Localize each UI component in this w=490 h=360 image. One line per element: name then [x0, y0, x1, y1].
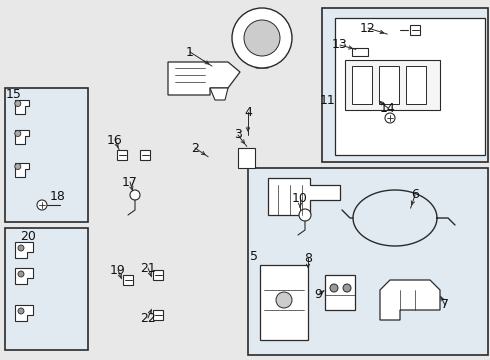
Circle shape — [18, 271, 24, 277]
Polygon shape — [153, 310, 163, 320]
Text: 4: 4 — [244, 105, 252, 118]
Text: 13: 13 — [332, 39, 348, 51]
Polygon shape — [15, 130, 29, 144]
Circle shape — [385, 113, 395, 123]
Text: 17: 17 — [122, 175, 138, 189]
Circle shape — [15, 130, 21, 136]
Text: 7: 7 — [441, 298, 449, 311]
Text: 9: 9 — [314, 288, 322, 302]
Polygon shape — [117, 150, 127, 160]
Circle shape — [130, 190, 140, 200]
Circle shape — [299, 209, 311, 221]
Polygon shape — [352, 66, 372, 104]
Polygon shape — [410, 25, 420, 35]
Polygon shape — [210, 88, 228, 100]
Text: 16: 16 — [107, 134, 123, 147]
Polygon shape — [268, 178, 340, 215]
Text: 3: 3 — [234, 129, 242, 141]
Text: 6: 6 — [411, 189, 419, 202]
Bar — [248, 168, 488, 355]
Circle shape — [37, 200, 47, 210]
Text: 14: 14 — [380, 102, 396, 114]
Text: 1: 1 — [186, 45, 194, 58]
Circle shape — [232, 8, 292, 68]
Circle shape — [18, 245, 24, 251]
Polygon shape — [335, 18, 485, 155]
Circle shape — [18, 308, 24, 314]
Text: 10: 10 — [292, 192, 308, 204]
Text: 11: 11 — [320, 94, 336, 107]
Circle shape — [343, 284, 351, 292]
Circle shape — [330, 284, 338, 292]
Circle shape — [15, 163, 21, 170]
Polygon shape — [345, 60, 440, 110]
Polygon shape — [325, 275, 355, 310]
Text: 8: 8 — [304, 252, 312, 265]
Polygon shape — [238, 148, 255, 168]
Polygon shape — [15, 242, 33, 258]
Circle shape — [244, 20, 280, 56]
Circle shape — [276, 292, 292, 308]
Text: 2: 2 — [191, 141, 199, 154]
Text: 5: 5 — [250, 249, 258, 262]
Polygon shape — [15, 163, 29, 177]
Circle shape — [15, 100, 21, 107]
Text: 20: 20 — [20, 230, 36, 243]
Polygon shape — [15, 305, 33, 321]
Polygon shape — [379, 66, 399, 104]
Polygon shape — [406, 66, 426, 104]
Text: 22: 22 — [140, 311, 156, 324]
Bar — [5, 228, 88, 350]
Polygon shape — [15, 100, 29, 114]
Polygon shape — [153, 270, 163, 280]
Polygon shape — [123, 275, 133, 285]
Polygon shape — [140, 150, 150, 160]
Text: 18: 18 — [50, 189, 66, 202]
Text: 21: 21 — [140, 261, 156, 274]
Text: 12: 12 — [360, 22, 376, 35]
Polygon shape — [15, 268, 33, 284]
Polygon shape — [252, 62, 272, 68]
Bar — [5, 88, 88, 222]
Text: 15: 15 — [6, 87, 22, 100]
Polygon shape — [352, 48, 368, 56]
Polygon shape — [322, 8, 488, 162]
Polygon shape — [260, 265, 308, 340]
Text: 19: 19 — [110, 264, 126, 276]
Polygon shape — [380, 280, 440, 320]
Polygon shape — [168, 62, 240, 95]
